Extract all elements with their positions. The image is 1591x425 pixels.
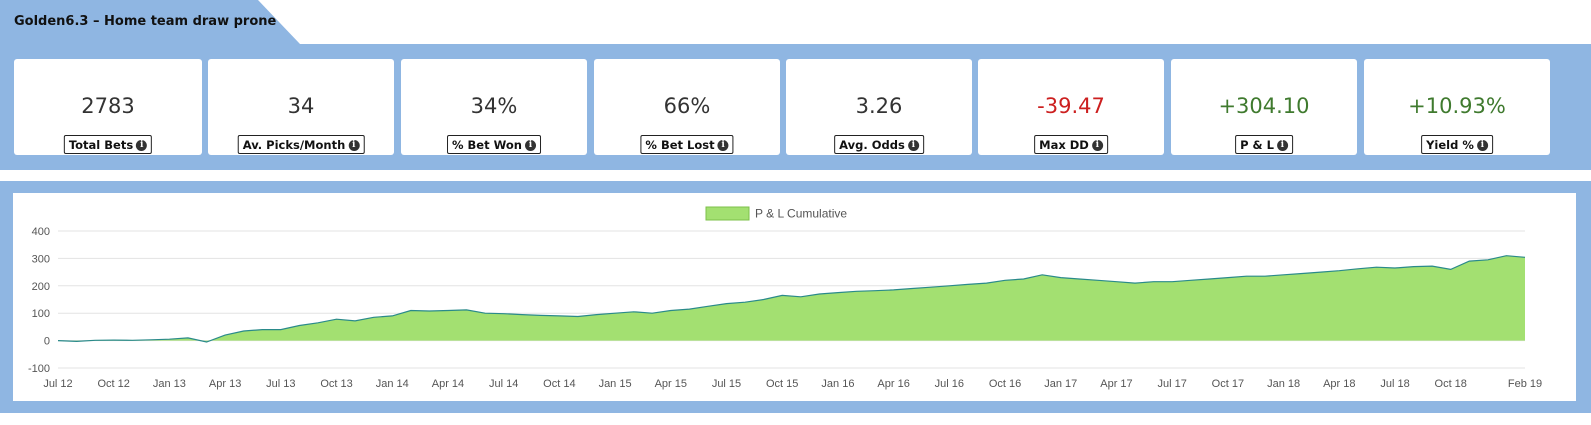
pnl-chart-container: 400 300 200 100 0 -100 Jul 12 Oct 12 Jan 13 Apr … — [13, 193, 1576, 401]
stat-value: +10.93% — [1408, 94, 1506, 118]
stat-card-yield: +10.93% Yield % i — [1364, 59, 1550, 155]
info-icon[interactable]: i — [717, 139, 729, 151]
stat-label-button[interactable]: P & L i — [1235, 135, 1293, 154]
info-icon[interactable]: i — [907, 139, 919, 151]
tab-shape — [0, 0, 300, 44]
info-icon[interactable]: i — [1091, 139, 1103, 151]
stat-card-total-bets: 2783 Total Bets i — [14, 59, 202, 155]
x-tick-label: Jan 16 — [821, 378, 854, 390]
x-tick-label: Jul 17 — [1157, 378, 1186, 390]
x-tick-label: Apr 15 — [655, 378, 687, 390]
legend-label[interactable]: P & L Cumulative — [755, 207, 847, 221]
x-tick-label: Jan 15 — [599, 378, 632, 390]
stat-label-button[interactable]: Max DD i — [1034, 135, 1108, 154]
legend-swatch[interactable] — [705, 206, 750, 221]
stat-label-text: Avg. Odds — [839, 138, 905, 152]
stat-card-bet-lost: 66% % Bet Lost i — [594, 59, 780, 155]
stat-label-text: Total Bets — [68, 138, 134, 152]
y-tick-label: -100 — [28, 363, 50, 375]
stat-value: 34 — [287, 94, 315, 118]
stat-value: -39.47 — [1037, 94, 1105, 118]
y-tick-label: 200 — [32, 281, 50, 293]
pnl-area[interactable] — [58, 255, 1525, 342]
pnl-line[interactable] — [57, 255, 1526, 343]
stat-card-picks-month: 34 Av. Picks/Month i — [208, 59, 394, 155]
chart-panel-frame: 400 300 200 100 0 -100 Jul 12 Oct 12 Jan 13 Apr … — [0, 181, 1591, 413]
x-tick-label: Apr 16 — [877, 378, 909, 390]
info-icon[interactable]: i — [348, 139, 360, 151]
stat-label-button[interactable]: % Bet Won i — [447, 135, 541, 154]
stat-label-text: Av. Picks/Month — [242, 138, 346, 152]
x-tick-label: Jul 16 — [935, 378, 964, 390]
x-tick-label: Apr 14 — [432, 378, 464, 390]
x-tick-label: Jul 14 — [489, 378, 518, 390]
x-tick-label: Jul 13 — [266, 378, 295, 390]
stat-label-button[interactable]: Yield % i — [1421, 135, 1493, 154]
stat-card-bet-won: 34% % Bet Won i — [401, 59, 587, 155]
x-tick-label: Jul 12 — [43, 378, 72, 390]
x-tick-label: Oct 17 — [1212, 378, 1244, 390]
y-tick-label: 300 — [32, 253, 50, 265]
y-tick-label: 100 — [32, 308, 50, 320]
y-tick-label: 400 — [32, 226, 50, 238]
stat-label-text: Yield % — [1426, 138, 1474, 152]
x-tick-label: Jul 15 — [712, 378, 741, 390]
pnl-cumulative-chart: 400 300 200 100 0 -100 Jul 12 Oct 12 Jan 13 Apr … — [28, 206, 1542, 390]
stat-label-text: P & L — [1240, 138, 1274, 152]
stat-label-text: Max DD — [1039, 138, 1089, 152]
x-tick-label: Jan 18 — [1267, 378, 1300, 390]
stat-label-text: % Bet Won — [452, 138, 522, 152]
stat-value: 3.26 — [855, 94, 903, 118]
x-tick-label: Feb 19 — [1508, 378, 1542, 390]
info-icon[interactable]: i — [524, 139, 536, 151]
info-icon[interactable]: i — [136, 139, 148, 151]
stat-card-max-dd: -39.47 Max DD i — [978, 59, 1164, 155]
stat-value: 34% — [470, 94, 518, 118]
stat-label-button[interactable]: Avg. Odds i — [834, 135, 924, 154]
x-tick-label: Oct 12 — [98, 378, 130, 390]
stats-panel: 2783 Total Bets i 34 Av. Picks/Month i 3… — [0, 44, 1591, 170]
x-tick-label: Apr 13 — [209, 378, 241, 390]
info-icon[interactable]: i — [1276, 139, 1288, 151]
stat-label-button[interactable]: % Bet Lost i — [640, 135, 734, 154]
stat-label-button[interactable]: Total Bets i — [63, 135, 153, 154]
x-tick-label: Oct 18 — [1435, 378, 1467, 390]
x-tick-label: Jul 18 — [1380, 378, 1409, 390]
stat-value: 2783 — [81, 94, 135, 118]
x-tick-label: Jan 17 — [1044, 378, 1077, 390]
stat-card-pnl: +304.10 P & L i — [1171, 59, 1357, 155]
x-tick-label: Jan 14 — [376, 378, 409, 390]
stat-card-avg-odds: 3.26 Avg. Odds i — [786, 59, 972, 155]
x-tick-label: Oct 13 — [320, 378, 352, 390]
y-tick-label: 0 — [44, 336, 50, 348]
stat-label-text: % Bet Lost — [645, 138, 715, 152]
info-icon[interactable]: i — [1476, 139, 1488, 151]
stat-value: +304.10 — [1218, 94, 1310, 118]
stat-value: 66% — [663, 94, 711, 118]
stat-label-button[interactable]: Av. Picks/Month i — [237, 135, 365, 154]
x-tick-label: Jan 13 — [153, 378, 186, 390]
x-tick-label: Apr 18 — [1323, 378, 1355, 390]
strategy-tab: Golden6.3 – Home team draw prone — [0, 0, 305, 44]
strategy-title: Golden6.3 – Home team draw prone — [14, 14, 277, 29]
x-tick-label: Oct 14 — [543, 378, 575, 390]
x-tick-label: Oct 16 — [989, 378, 1021, 390]
x-tick-label: Oct 15 — [766, 378, 798, 390]
x-tick-label: Apr 17 — [1100, 378, 1132, 390]
